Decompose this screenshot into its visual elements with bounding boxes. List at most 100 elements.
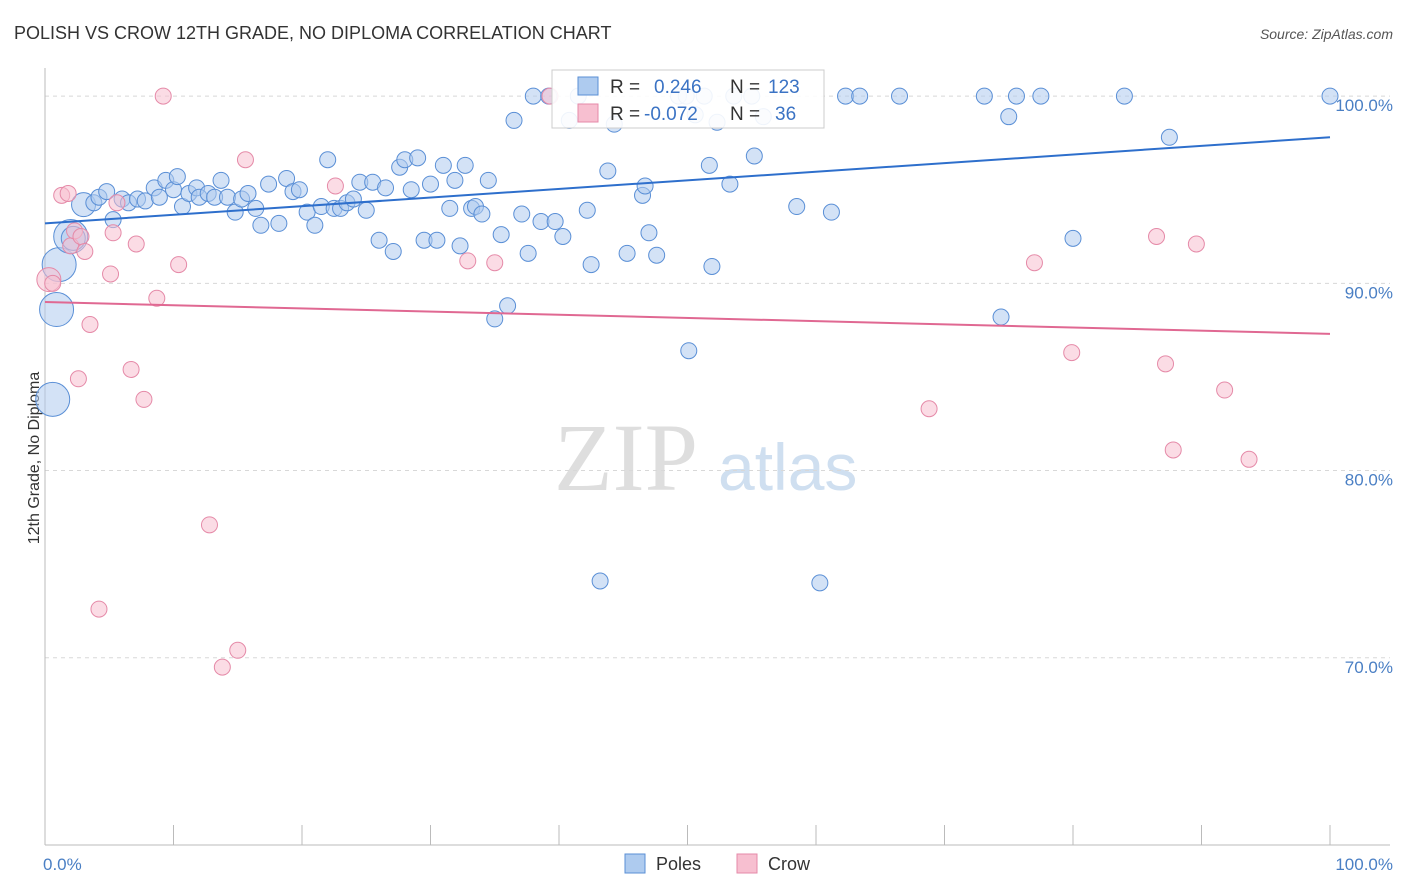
- poles-point-111: [1007, 87, 1025, 105]
- poles-point-44: [344, 190, 362, 208]
- poles-point-0: [35, 381, 71, 417]
- gridlines: [45, 95, 1390, 659]
- poles-point-57: [428, 231, 446, 249]
- crow-point-31: [1148, 228, 1166, 246]
- x-tick-labels: 0.0% 100.0%: [43, 855, 1393, 874]
- crow-point-26: [486, 254, 504, 272]
- poles-point-58: [434, 156, 452, 174]
- crow-point-29: [1025, 254, 1043, 272]
- poles-point-54: [409, 149, 427, 167]
- poles-point-88: [640, 224, 658, 242]
- poles-point-107: [851, 87, 869, 105]
- poles-point-25: [212, 171, 230, 189]
- poles-point-15: [150, 188, 168, 206]
- watermark-atlas: atlas: [718, 430, 857, 504]
- legend-item-poles-swatch: [624, 853, 646, 874]
- poles-point-59: [441, 199, 459, 217]
- legend-crow-r-value: -0.072: [644, 104, 698, 125]
- poles-point-112: [1032, 87, 1050, 105]
- poles-point-109: [975, 87, 993, 105]
- legend-item-crow-swatch: [736, 853, 758, 874]
- crow-point-7: [72, 228, 90, 246]
- poles-point-110: [1000, 108, 1018, 126]
- poles-point-103: [788, 198, 806, 216]
- crow-point-9: [81, 316, 99, 334]
- poles-point-116: [1160, 128, 1178, 146]
- poles-point-56: [422, 175, 439, 193]
- y-tick-label-3: 70.0%: [1345, 658, 1393, 677]
- legend-poles-r-value: 0.246: [654, 77, 702, 98]
- crow-point-24: [326, 177, 344, 195]
- poles-point-8: [98, 183, 116, 201]
- legend-item-poles-label: Poles: [656, 854, 701, 874]
- poles-point-18: [168, 168, 186, 186]
- crow-point-1: [44, 274, 62, 292]
- poles-point-31: [252, 216, 270, 234]
- legend-poles-n-value: 123: [768, 77, 800, 98]
- y-tick-label-0: 100.0%: [1335, 96, 1393, 115]
- poles-point-65: [473, 205, 491, 223]
- poles-point-98: [721, 175, 739, 193]
- crow-point-8: [76, 242, 94, 260]
- poles-point-26: [218, 188, 236, 206]
- poles-point-115: [1064, 229, 1082, 247]
- poles-point-61: [451, 237, 469, 255]
- crow-point-18: [154, 87, 172, 105]
- chart-title: POLISH VS CROW 12TH GRADE, NO DIPLOMA CO…: [14, 23, 611, 43]
- crow-point-36: [1240, 450, 1258, 468]
- crow-point-30: [1063, 344, 1081, 362]
- crow-point-25: [459, 252, 477, 270]
- poles-point-85: [618, 244, 636, 262]
- crow-point-3: [59, 184, 77, 202]
- poles-point-73: [524, 87, 542, 105]
- series-poles-points: [35, 87, 1339, 592]
- legend-crow-swatch: [577, 103, 599, 123]
- x-tick-label-1: 100.0%: [1335, 855, 1393, 874]
- poles-point-72: [519, 244, 537, 262]
- y-tick-labels: 100.0% 90.0% 80.0% 70.0%: [1335, 96, 1393, 677]
- poles-point-89: [648, 246, 666, 264]
- crow-point-12: [104, 224, 122, 242]
- poles-point-67: [486, 310, 504, 328]
- crow-point-22: [229, 641, 247, 659]
- crow-point-20: [200, 516, 218, 534]
- legend-item-crow-label: Crow: [768, 854, 811, 874]
- poles-point-113: [1115, 87, 1133, 105]
- poles-point-71: [513, 205, 531, 223]
- poles-point-114: [992, 308, 1010, 326]
- poles-point-29: [239, 184, 257, 202]
- poles-point-108: [891, 87, 909, 105]
- crow-point-35: [1216, 381, 1234, 399]
- legend-crow-n-label: N =: [730, 104, 760, 125]
- crow-point-11: [102, 265, 120, 283]
- chart-source: Source: ZipAtlas.com: [1260, 26, 1393, 42]
- axes: [44, 68, 1390, 846]
- legend-poles-r-label: R =: [610, 77, 640, 98]
- crow-point-16: [135, 390, 153, 408]
- poles-point-69: [499, 297, 517, 315]
- poles-point-81: [582, 256, 600, 274]
- series-legend: Poles Crow: [624, 853, 811, 874]
- y-tick-label-1: 90.0%: [1345, 283, 1393, 302]
- poles-point-68: [492, 226, 510, 244]
- poles-point-49: [377, 179, 395, 197]
- legend-poles-swatch: [577, 76, 599, 96]
- poles-point-1: [39, 292, 75, 328]
- crow-point-28: [920, 400, 938, 418]
- poles-point-76: [546, 213, 564, 231]
- crow-point-32: [1157, 355, 1175, 373]
- poles-point-33: [270, 214, 288, 232]
- legend-poles-n-label: N =: [730, 77, 760, 98]
- y-axis-label: 12th Grade, No Diploma: [26, 372, 43, 545]
- poles-point-83: [599, 162, 617, 180]
- crow-point-13: [108, 194, 126, 212]
- crow-point-10: [90, 600, 108, 618]
- poles-point-77: [554, 228, 572, 246]
- crow-point-23: [236, 151, 254, 169]
- poles-point-50: [384, 242, 402, 260]
- x-tick-label-0: 0.0%: [43, 855, 82, 874]
- crow-point-33: [1164, 441, 1182, 459]
- poles-point-46: [357, 201, 375, 219]
- poles-point-80: [578, 201, 596, 219]
